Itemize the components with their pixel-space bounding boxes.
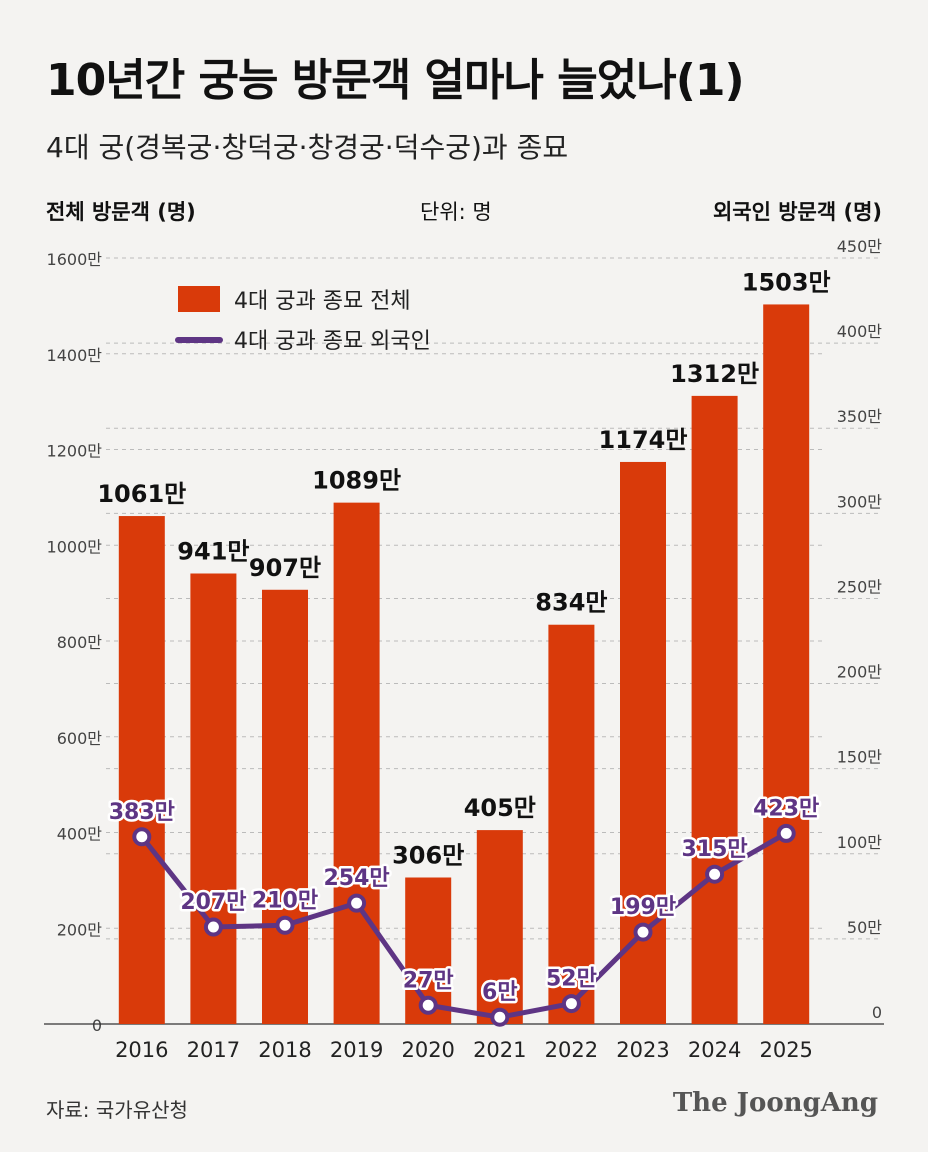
right-axis-title: 외국인 방문객 (명)	[712, 200, 882, 224]
left-tick-label: 1600만	[47, 250, 103, 269]
right-tick-label: 300만	[837, 492, 883, 511]
x-tick-label: 2020	[401, 1038, 454, 1062]
line-point-2023	[633, 922, 653, 942]
legend-line-label: 4대 궁과 종묘 외국인	[234, 329, 431, 354]
x-tick-label: 2017	[187, 1038, 240, 1062]
bar-2022	[548, 624, 595, 1024]
bar-2018	[262, 589, 308, 1024]
line-value-label: 52만	[546, 967, 597, 992]
x-tick-label: 2018	[258, 1038, 311, 1062]
line-point-2024	[705, 864, 725, 884]
left-tick-label: 600만	[57, 729, 103, 748]
left-tick-label: 400만	[57, 825, 103, 844]
line-value-label: 6만	[482, 980, 518, 1005]
right-tick-label: 250만	[837, 577, 883, 596]
line-point-2022	[561, 994, 581, 1014]
foreign-visitors-line	[139, 830, 789, 1020]
right-tick-label: 150만	[837, 748, 883, 767]
bar-2021	[476, 830, 523, 1024]
line-value-label: 199만	[610, 895, 676, 920]
line-point-2020	[418, 995, 438, 1015]
right-tick-label: 100만	[837, 833, 883, 852]
unit-label: 단위: 명	[420, 200, 492, 224]
left-tick-label: 200만	[57, 920, 103, 939]
x-tick-label: 2022	[545, 1038, 598, 1062]
right-tick-label: 450만	[837, 237, 883, 256]
line-point-2018	[275, 915, 295, 935]
left-tick-label: 1000만	[47, 537, 103, 556]
x-tick-label: 2016	[115, 1038, 168, 1062]
line-point-2017	[203, 917, 223, 937]
right-tick-label: 50만	[847, 918, 882, 937]
bar-value-label: 941만	[177, 537, 249, 565]
x-tick-label: 2025	[759, 1038, 812, 1062]
left-tick-label: 800만	[57, 633, 103, 652]
left-axis-title: 전체 방문객 (명)	[46, 200, 196, 224]
line-value-label: 254만	[324, 866, 390, 891]
line-point-2019	[347, 893, 367, 913]
line-value-label: 383만	[109, 800, 175, 825]
chart-title: 10년간 궁능 방문객 얼마나 늘었나(1)	[46, 55, 745, 106]
right-tick-label: 350만	[837, 407, 883, 426]
legend-bar-swatch	[178, 286, 220, 312]
line-point-2016	[132, 827, 152, 847]
bar-2025	[763, 304, 810, 1025]
left-tick-label: 0	[92, 1016, 102, 1035]
bar-2024	[691, 395, 738, 1024]
legend-bar-label: 4대 궁과 종묘 전체	[234, 289, 411, 314]
bar-value-label: 306만	[392, 842, 464, 870]
x-tick-label: 2019	[330, 1038, 383, 1062]
bar-2016	[118, 516, 165, 1024]
x-tick-label: 2021	[473, 1038, 526, 1062]
bar-2019	[333, 502, 380, 1024]
line-point-2025	[776, 823, 796, 843]
line-value-label: 315만	[682, 837, 748, 862]
right-tick-label: 200만	[837, 663, 883, 682]
line-value-label: 423만	[753, 796, 819, 821]
line-value-label: 27만	[403, 968, 454, 993]
source-note: 자료: 국가유산청	[46, 1098, 188, 1122]
bar-value-label: 1174만	[599, 426, 688, 454]
left-tick-label: 1200만	[47, 442, 103, 461]
right-tick-label: 0	[872, 1003, 882, 1022]
bar-value-label: 834만	[535, 589, 607, 617]
bar-2017	[190, 573, 237, 1024]
x-tick-label: 2023	[616, 1038, 669, 1062]
bar-value-label: 1061만	[97, 480, 186, 508]
right-tick-label: 400만	[837, 322, 883, 341]
line-point-2021	[490, 1007, 510, 1027]
bar-value-label: 1312만	[670, 360, 759, 388]
left-tick-label: 1400만	[47, 346, 103, 365]
line-value-label: 210만	[252, 888, 318, 913]
line-value-label: 207만	[180, 890, 246, 915]
bar-value-label: 405만	[464, 794, 536, 822]
chart-subtitle: 4대 궁(경복궁·창덕궁·창경궁·덕수궁)과 종묘	[46, 131, 569, 164]
x-tick-label: 2024	[688, 1038, 741, 1062]
brand-logo: The JoongAng	[672, 1088, 878, 1118]
bar-value-label: 907만	[249, 554, 321, 582]
bar-value-label: 1503만	[742, 268, 831, 296]
bar-value-label: 1089만	[312, 467, 401, 495]
